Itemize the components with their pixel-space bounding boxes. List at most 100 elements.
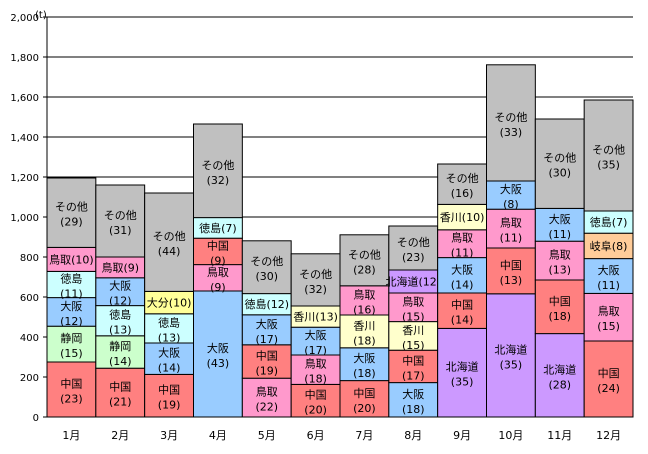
data-label-pct: (18) xyxy=(353,334,376,347)
bar-segment xyxy=(95,335,146,369)
x-tick-label: 2月 xyxy=(111,429,129,442)
x-tick-label: 3月 xyxy=(160,429,178,442)
bar-segment xyxy=(388,292,439,323)
x-tick-label: 12月 xyxy=(596,429,621,442)
bar-segment xyxy=(583,99,634,212)
bar-segment xyxy=(144,373,195,418)
data-label-pct: (9) xyxy=(210,281,226,294)
bar-segment xyxy=(290,253,341,307)
data-label-name: 鳥取 xyxy=(256,385,278,399)
data-label-name: 大阪 xyxy=(353,351,375,365)
data-label-pct: (29) xyxy=(60,216,83,229)
data-label-pct: (14) xyxy=(158,362,181,375)
data-label-pct: (11) xyxy=(500,232,523,245)
data-label-name: その他 xyxy=(494,111,527,124)
x-tick-label: 8月 xyxy=(404,429,422,442)
data-label-name: その他 xyxy=(55,201,88,214)
y-tick-label: 200 xyxy=(20,373,39,384)
data-label-pct: (30) xyxy=(255,270,278,283)
data-label-pct: (24) xyxy=(597,382,620,395)
data-label-pct: (18) xyxy=(304,373,327,386)
data-label-name: その他 xyxy=(348,248,381,261)
data-label-name: 中国 xyxy=(60,378,82,391)
bar-segment xyxy=(583,340,634,418)
data-label-pct: (30) xyxy=(548,167,571,180)
data-label-name: 北海道 xyxy=(446,360,479,374)
data-label-name: 大阪 xyxy=(207,341,229,355)
y-tick-label: 400 xyxy=(20,333,39,344)
bar-segment xyxy=(388,321,439,351)
data-label-pct: (14) xyxy=(451,314,474,327)
data-label-name: 鳥取 xyxy=(500,216,522,230)
data-label-pct: (18) xyxy=(548,310,571,323)
data-label-name: 北海道 xyxy=(494,342,527,356)
bar-segment xyxy=(486,208,536,249)
x-tick-label: 1月 xyxy=(62,429,80,442)
y-tick-label: 800 xyxy=(20,253,39,264)
bar-segment xyxy=(144,342,195,375)
data-label-name: 大阪 xyxy=(598,263,620,277)
bar-segment xyxy=(534,279,585,335)
data-label-pct: (15) xyxy=(402,339,425,352)
data-label-name: 静岡 xyxy=(60,331,82,345)
data-label-name: 中国 xyxy=(158,384,180,397)
data-label-name: 大阪 xyxy=(451,262,473,276)
data-label: 徳島(12) xyxy=(244,297,289,311)
data-label: 北海道(12) xyxy=(385,275,441,289)
data-label-name: 中国 xyxy=(109,381,131,394)
data-label-name: 大阪 xyxy=(60,299,82,313)
data-label-pct: (43) xyxy=(207,357,230,370)
data-label: 鳥取(10) xyxy=(49,252,94,266)
data-label-name: 大阪 xyxy=(305,328,327,342)
data-label-pct: (32) xyxy=(304,283,327,296)
data-label-pct: (13) xyxy=(109,324,132,337)
bar-segment xyxy=(46,177,97,248)
data-label-name: 中国 xyxy=(500,259,522,272)
data-label-name: 中国 xyxy=(305,389,327,402)
data-label-pct: (18) xyxy=(353,367,376,380)
data-label-name: その他 xyxy=(201,159,234,172)
data-label-pct: (35) xyxy=(451,376,474,389)
bar-segment xyxy=(95,184,146,258)
data-label-pct: (17) xyxy=(402,369,425,382)
data-label-pct: (13) xyxy=(548,264,571,277)
data-label-pct: (20) xyxy=(353,402,376,415)
data-label-name: 大阪 xyxy=(158,346,180,360)
data-label-pct: (12) xyxy=(109,295,132,308)
data-label-pct: (15) xyxy=(597,320,620,333)
data-label-pct: (22) xyxy=(255,401,278,414)
data-label-name: その他 xyxy=(446,172,479,185)
bar-segment xyxy=(486,247,536,295)
x-tick-label: 5月 xyxy=(258,429,276,442)
data-label-pct: (35) xyxy=(597,159,620,172)
y-unit-label: (t) xyxy=(35,10,47,21)
data-label-pct: (15) xyxy=(60,347,83,360)
data-label-name: 徳島 xyxy=(109,308,131,322)
x-tick-label: 7月 xyxy=(355,429,373,442)
data-label-name: 大阪 xyxy=(549,212,571,226)
data-label-name: その他 xyxy=(397,236,430,249)
bar-segment xyxy=(339,314,390,349)
data-label-name: 中国 xyxy=(549,295,571,308)
x-tick-label: 4月 xyxy=(209,429,227,442)
data-label-pct: (9) xyxy=(210,254,226,267)
data-label-name: 鳥取 xyxy=(451,231,473,245)
bar-segment xyxy=(534,240,585,281)
data-label-pct: (8) xyxy=(503,198,519,211)
y-tick-label: 1,800 xyxy=(10,53,39,64)
data-label-name: 中国 xyxy=(207,239,229,252)
data-label-name: その他 xyxy=(299,268,332,281)
bar-segment xyxy=(241,377,292,418)
x-tick-label: 9月 xyxy=(453,429,471,442)
data-label: 徳島(7) xyxy=(590,215,628,229)
bar-segment xyxy=(583,258,634,294)
data-label-pct: (13) xyxy=(500,274,523,287)
bar-segment xyxy=(388,225,439,271)
data-label-name: 鳥取 xyxy=(207,265,229,279)
bar-segment xyxy=(193,123,243,219)
data-label: 香川(13) xyxy=(293,311,338,324)
data-label-name: 鳥取 xyxy=(549,248,571,262)
x-tick-label: 11月 xyxy=(547,429,572,442)
data-label: 徳島(7) xyxy=(199,221,237,235)
data-label-name: 大阪 xyxy=(402,387,424,401)
